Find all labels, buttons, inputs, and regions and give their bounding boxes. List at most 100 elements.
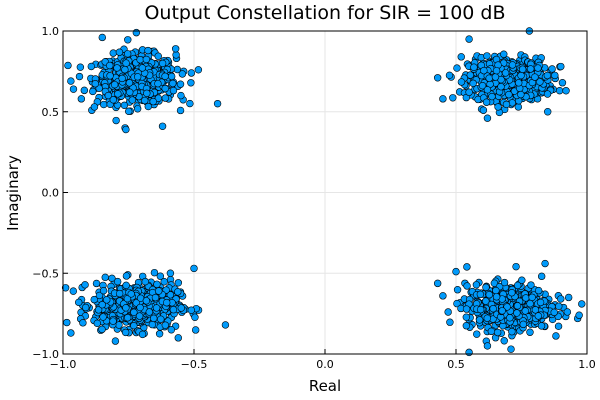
data-point-1777: [98, 325, 106, 334]
data-point-1163: [558, 79, 567, 87]
data-point-1186: [543, 71, 552, 80]
data-point-1678: [169, 305, 178, 314]
data-point-1196: [508, 61, 517, 69]
data-point-2147: [563, 308, 572, 316]
data-point-558: [128, 96, 137, 104]
data-point-1796: [142, 297, 151, 305]
data-point-2423: [190, 264, 198, 273]
data-point-418: [80, 86, 89, 95]
data-point-1622: [81, 281, 89, 289]
data-point-2424: [174, 334, 182, 342]
data-point-2422: [221, 321, 230, 329]
data-point-2420: [61, 284, 70, 292]
data-point-493: [110, 80, 119, 89]
data-point-585: [125, 79, 134, 87]
y-axis-ticks: −1.0 −0.5 0.0 0.5 1.0: [32, 25, 68, 361]
data-point-957: [466, 71, 475, 79]
data-point-2392: [492, 286, 500, 295]
data-point-2123: [472, 281, 481, 289]
data-point-2273: [482, 297, 490, 305]
data-point-599: [121, 65, 129, 74]
data-point-597: [105, 61, 114, 70]
data-point-1747: [109, 317, 117, 325]
data-point-2394: [498, 307, 506, 315]
data-point-2395: [500, 278, 509, 287]
x-axis-label: Real: [309, 377, 341, 395]
data-point-1168: [502, 100, 511, 109]
data-point-2390: [534, 312, 543, 320]
data-point-2386: [503, 303, 511, 311]
data-point-1786: [191, 326, 200, 334]
data-point-2400: [132, 28, 141, 37]
data-point-1493: [174, 288, 182, 296]
data-point-1479: [79, 319, 87, 327]
data-point-1069: [449, 94, 457, 102]
data-point-577: [113, 64, 121, 72]
data-point-1763: [162, 298, 171, 307]
data-point-520: [154, 94, 163, 102]
data-point-586: [142, 55, 151, 64]
data-point-1126: [470, 63, 478, 71]
data-point-767: [551, 71, 559, 80]
data-point-1293: [150, 268, 159, 277]
data-point-2182: [552, 332, 560, 340]
data-point-525: [149, 97, 157, 106]
data-point-1172: [478, 81, 487, 90]
data-point-1198: [531, 73, 539, 81]
data-point-1077: [433, 74, 442, 82]
data-point-1199: [492, 66, 501, 75]
x-tick-label-4: 1.0: [578, 358, 596, 371]
data-point-2409: [177, 91, 185, 100]
data-point-244: [75, 72, 84, 81]
data-point-1741: [95, 291, 104, 300]
data-point-1159: [480, 66, 488, 75]
data-point-367: [124, 36, 132, 44]
data-point-2399: [534, 286, 543, 295]
data-point-443: [89, 87, 97, 96]
data-point-2430: [465, 348, 473, 357]
data-point-2111: [463, 263, 471, 271]
data-point-1762: [94, 306, 103, 314]
data-point-2393: [536, 298, 545, 307]
data-point-1546: [187, 306, 196, 314]
data-point-2427: [166, 269, 175, 277]
data-point-1795: [151, 293, 160, 302]
data-point-570: [114, 90, 122, 98]
data-point-506: [104, 91, 113, 100]
data-point-1179: [483, 86, 492, 94]
data-point-314: [176, 106, 185, 115]
data-point-175: [64, 61, 72, 70]
data-point-2407: [122, 125, 130, 134]
x-tick-label-3: 0.5: [447, 358, 465, 371]
data-point-2334: [489, 304, 497, 313]
data-point-1164: [515, 79, 523, 87]
data-point-1784: [136, 303, 144, 312]
data-point-2398: [519, 320, 527, 329]
data-point-2431: [507, 345, 515, 353]
data-point-536: [115, 48, 124, 56]
data-point-1171: [536, 78, 544, 86]
data-point-1636: [63, 318, 71, 327]
data-point-2433: [564, 293, 573, 302]
data-point-2345: [528, 293, 536, 301]
data-point-590: [138, 64, 147, 72]
data-point-2014: [537, 272, 546, 281]
data-point-2403: [69, 85, 78, 93]
data-point-497: [100, 100, 108, 109]
data-point-2404: [77, 95, 86, 103]
x-tick-label-1: −0.5: [181, 358, 208, 371]
data-point-598: [91, 80, 100, 88]
data-point-1129: [500, 50, 508, 58]
data-point-2355: [463, 282, 471, 290]
data-point-1267: [155, 330, 164, 338]
data-point-2371: [550, 308, 558, 317]
data-point-2253: [487, 327, 496, 336]
data-point-2408: [90, 103, 99, 111]
x-tick-label-0: −1.0: [50, 358, 77, 371]
data-point-1183: [543, 90, 552, 98]
data-point-2362: [476, 290, 485, 299]
data-point-923: [514, 103, 523, 111]
data-point-2405: [213, 99, 222, 108]
data-point-1384: [122, 272, 131, 280]
